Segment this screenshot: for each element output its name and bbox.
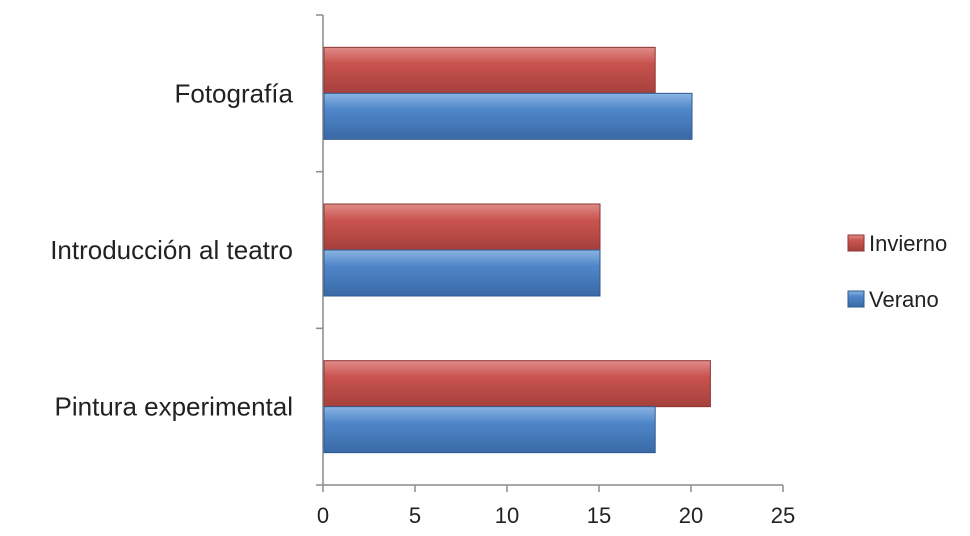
bar-verano-fotografia xyxy=(323,92,693,140)
category-label-fotografia: Fotografía xyxy=(174,78,293,108)
x-tick-label-15: 15 xyxy=(587,503,611,528)
axes xyxy=(316,14,784,492)
x-tick-label-5: 5 xyxy=(409,503,421,528)
legend-swatch-invierno xyxy=(847,234,865,252)
category-label-pintura-experimental: Pintura experimental xyxy=(55,392,293,422)
legend: Invierno Verano xyxy=(847,231,947,312)
legend-label-verano: Verano xyxy=(869,287,939,312)
x-tick-label-20: 20 xyxy=(679,503,703,528)
bar-verano-pintura-experimental xyxy=(323,406,656,454)
bar-verano-introduccion-al-teatro xyxy=(323,249,601,297)
x-tick-labels: 0 5 10 15 20 25 xyxy=(317,503,795,528)
bar-invierno-introduccion-al-teatro xyxy=(323,203,601,251)
legend-swatch-verano xyxy=(847,290,865,308)
bar-invierno-fotografia xyxy=(323,46,656,94)
x-tick-label-25: 25 xyxy=(771,503,795,528)
x-tick-label-10: 10 xyxy=(495,503,519,528)
bars-group xyxy=(323,46,711,454)
bar-invierno-pintura-experimental xyxy=(323,360,711,408)
legend-label-invierno: Invierno xyxy=(869,231,947,256)
category-labels: Fotografía Introducción al teatro Pintura … xyxy=(50,78,293,421)
x-tick-label-0: 0 xyxy=(317,503,329,528)
category-label-introduccion-al-teatro: Introducción al teatro xyxy=(50,235,293,265)
